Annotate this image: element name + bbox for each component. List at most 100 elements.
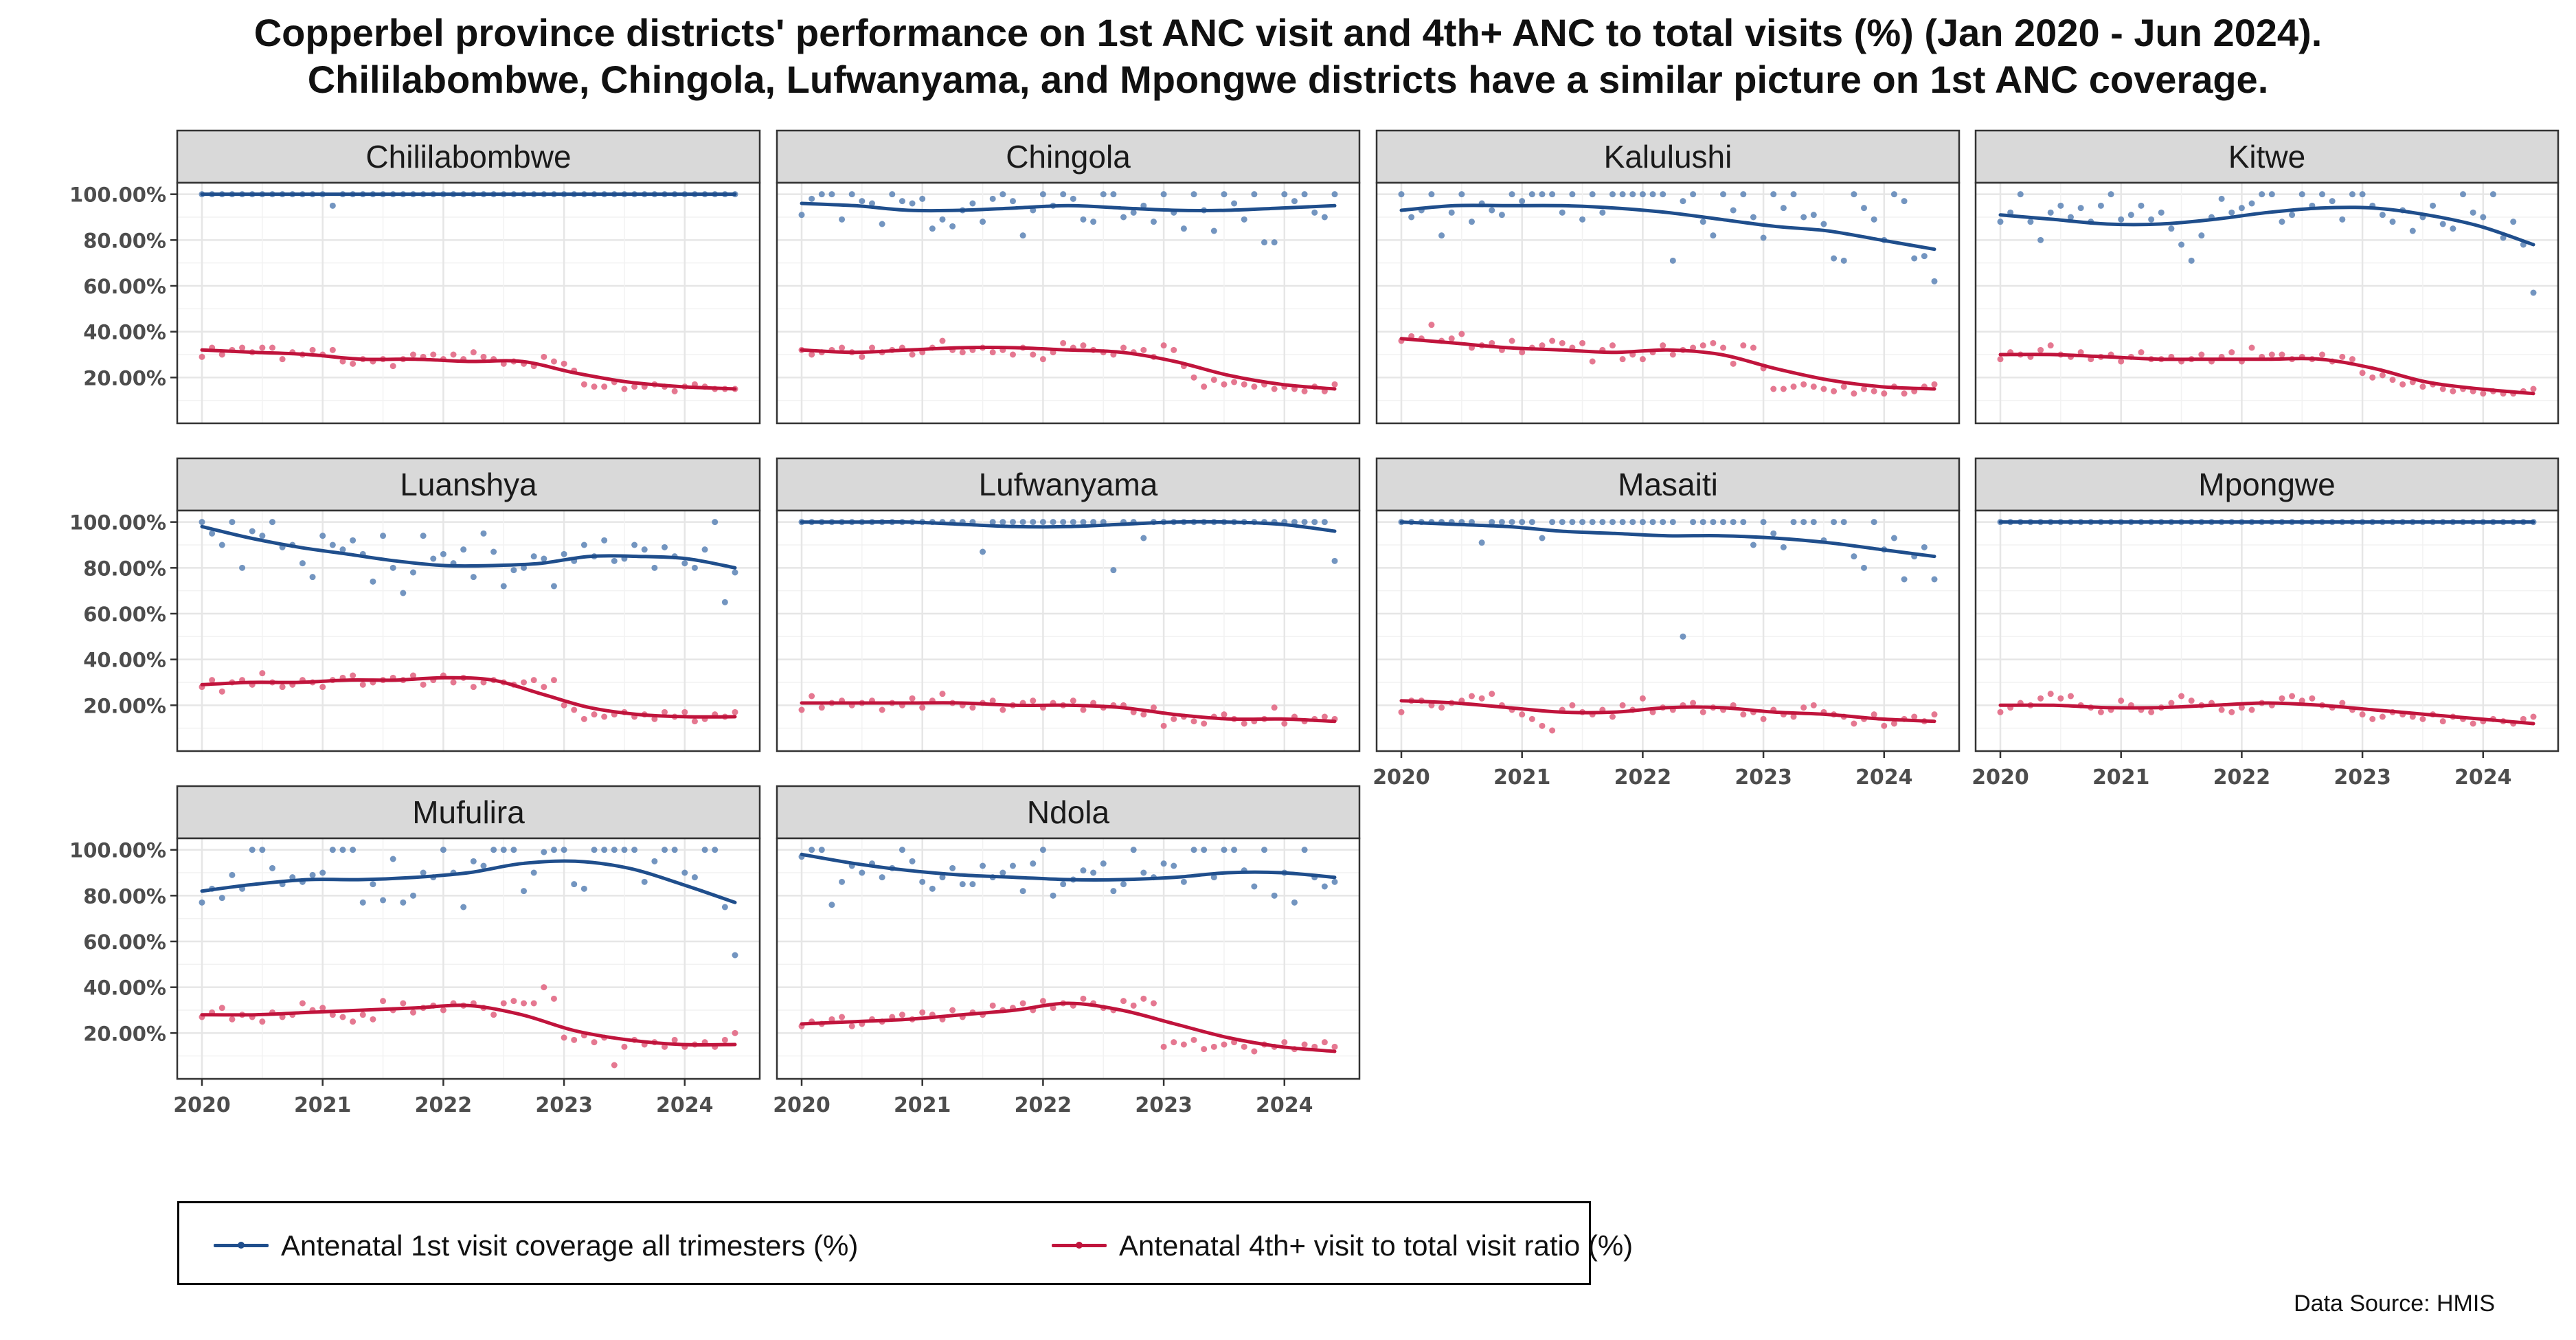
point-first-anc [1190, 847, 1197, 853]
point-first-anc [1231, 200, 1238, 207]
point-first-anc [999, 191, 1006, 198]
point-fourth-anc [1458, 331, 1465, 337]
point-fourth-anc [1639, 356, 1646, 363]
point-fourth-anc [1649, 708, 1656, 715]
x-tick-label: 2024 [656, 1093, 714, 1117]
point-first-anc [969, 881, 976, 888]
point-first-anc [370, 881, 376, 888]
point-fourth-anc [839, 344, 846, 351]
point-first-anc [1090, 219, 1097, 225]
point-fourth-anc [1060, 339, 1067, 346]
x-tick-label: 2023 [535, 1093, 593, 1117]
point-first-anc [1291, 519, 1298, 526]
point-fourth-anc [989, 697, 996, 704]
point-first-anc [1569, 519, 1576, 526]
point-fourth-anc [1468, 693, 1475, 700]
y-tick-label: 100.00% [69, 839, 166, 862]
trend-line-first-anc [800, 852, 1337, 882]
point-first-anc [1589, 519, 1596, 526]
point-first-anc [611, 557, 618, 564]
point-first-anc [1519, 198, 1526, 205]
point-first-anc [1549, 519, 1556, 526]
trend-line-fourth-anc [200, 348, 737, 391]
point-first-anc [818, 847, 825, 853]
point-first-anc [919, 878, 926, 885]
x-tick-label: 2022 [415, 1093, 473, 1117]
point-first-anc [2108, 191, 2114, 198]
x-tick-label: 2020 [1372, 766, 1430, 790]
point-first-anc [1770, 191, 1777, 198]
plot-area [1976, 511, 2558, 751]
legend-key-fourth-anc [1052, 1236, 1107, 1254]
point-first-anc [1840, 519, 1847, 526]
point-fourth-anc [1489, 691, 1495, 697]
point-first-anc [1609, 519, 1616, 526]
point-first-anc [420, 869, 427, 876]
point-fourth-anc [969, 704, 976, 711]
point-first-anc [269, 519, 275, 526]
panel-luanshya: Luanshya 20.00% 40.00% 60.00% 80.00% 100.00% [69, 457, 761, 752]
point-first-anc [980, 219, 986, 225]
point-first-anc [1519, 519, 1526, 526]
point-first-anc [1478, 539, 1485, 546]
point-first-anc [1261, 239, 1268, 246]
point-first-anc [909, 858, 916, 864]
point-first-anc [2389, 219, 2396, 225]
point-first-anc [1820, 221, 1827, 227]
point-first-anc [1710, 519, 1717, 526]
point-fourth-anc [1770, 386, 1777, 392]
point-first-anc [1629, 519, 1636, 526]
point-fourth-anc [2359, 711, 2366, 718]
point-first-anc [1810, 519, 1817, 526]
point-first-anc [828, 902, 835, 908]
point-fourth-anc [541, 984, 547, 991]
point-first-anc [939, 216, 946, 223]
point-fourth-anc [591, 383, 598, 390]
point-fourth-anc [949, 1007, 956, 1014]
point-first-anc [2077, 205, 2084, 212]
y-tick-label: 100.00% [69, 183, 166, 207]
point-fourth-anc [2248, 344, 2255, 351]
point-first-anc [1321, 883, 1328, 890]
point-first-anc [1428, 191, 1435, 198]
point-first-anc [989, 195, 996, 202]
point-fourth-anc [939, 337, 946, 344]
point-fourth-anc [1281, 1039, 1288, 1046]
point-first-anc [329, 541, 336, 548]
point-first-anc [580, 541, 587, 548]
point-fourth-anc [1070, 697, 1076, 704]
point-first-anc [1458, 191, 1465, 198]
point-first-anc [2158, 209, 2165, 216]
point-fourth-anc [732, 708, 738, 715]
point-first-anc [1921, 544, 1928, 550]
trend-line-fourth-anc [800, 1001, 1337, 1053]
point-fourth-anc [329, 1012, 336, 1018]
point-first-anc [1160, 191, 1167, 198]
point-fourth-anc [1579, 339, 1586, 346]
point-first-anc [1080, 519, 1087, 526]
panel-border [776, 181, 1361, 425]
point-first-anc [1150, 219, 1157, 225]
point-fourth-anc [798, 706, 805, 713]
point-fourth-anc [2097, 708, 2104, 715]
point-first-anc [899, 847, 905, 853]
trend-line-first-anc [800, 520, 1337, 533]
plot-area [177, 183, 760, 423]
panel-border [176, 837, 761, 1080]
point-fourth-anc [259, 670, 266, 677]
point-fourth-anc [621, 1043, 628, 1050]
point-fourth-anc [450, 351, 457, 358]
trend-line-fourth-anc [200, 1003, 737, 1047]
point-first-anc [651, 564, 658, 571]
point-first-anc [712, 519, 719, 526]
point-first-anc [1140, 202, 1147, 209]
point-first-anc [1569, 191, 1576, 198]
point-first-anc [2510, 219, 2517, 225]
point-first-anc [550, 583, 557, 590]
point-first-anc [1528, 191, 1535, 198]
panel-border [1974, 509, 2560, 752]
point-fourth-anc [1800, 704, 1807, 711]
point-first-anc [1331, 557, 1338, 564]
point-fourth-anc [1810, 383, 1817, 390]
point-fourth-anc [1740, 342, 1747, 349]
